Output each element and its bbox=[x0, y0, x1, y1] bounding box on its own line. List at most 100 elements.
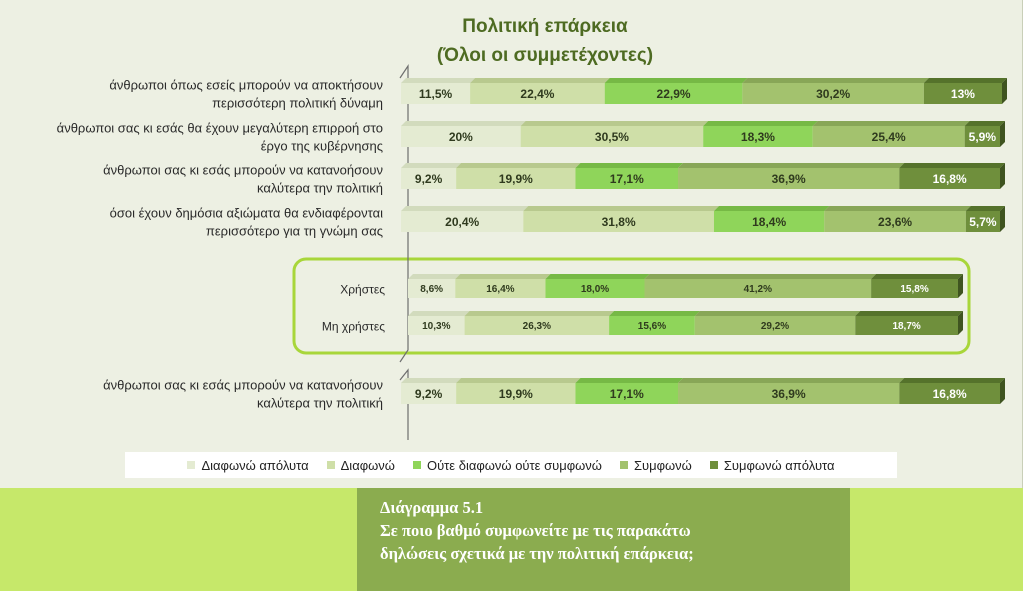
data-label: 41,2% bbox=[744, 284, 772, 295]
bar-segment-top bbox=[523, 206, 719, 211]
legend-label: Συμφωνώ bbox=[633, 457, 692, 473]
bar-segment bbox=[923, 83, 1002, 104]
data-label: 18,0% bbox=[581, 284, 609, 295]
data-label: 15,8% bbox=[900, 284, 928, 295]
bar-segment bbox=[456, 383, 576, 404]
bar-segment bbox=[899, 168, 1000, 189]
highlight-group-frame bbox=[292, 257, 971, 355]
legend-label: Συμφωνώ απόλυτα bbox=[723, 457, 835, 473]
bar-segment-top bbox=[401, 121, 526, 126]
bar-segment-top bbox=[871, 274, 963, 279]
bar-segment-top bbox=[470, 78, 610, 83]
category-label: καλύτερα την πολιτική bbox=[257, 396, 383, 411]
bar-segment bbox=[812, 126, 965, 147]
bar-segment bbox=[401, 168, 457, 189]
bar-segment-top bbox=[408, 274, 461, 279]
legend-swatch bbox=[187, 461, 196, 469]
chart-legend: Διαφωνώ απόλυτα Διαφωνώ Ούτε διαφωνώ ούτ… bbox=[125, 452, 897, 478]
data-label: 8,6% bbox=[420, 284, 443, 295]
category-label: περισσότερο για τη γνώμη σας bbox=[206, 224, 383, 239]
legend-label: Ούτε διαφωνώ ούτε συμφωνώ bbox=[426, 457, 602, 473]
legend-item-agree-completely: Συμφωνώ απόλυτα bbox=[709, 457, 835, 473]
data-label: 5,7% bbox=[969, 215, 997, 229]
legend-item-agree: Συμφωνώ bbox=[619, 457, 692, 473]
bar-segment-top bbox=[899, 378, 1005, 383]
legend-swatch bbox=[619, 461, 628, 469]
legend-item-neutral: Ούτε διαφωνώ ούτε συμφωνώ bbox=[412, 457, 602, 473]
bar-segment-top bbox=[855, 311, 963, 316]
data-label: 22,4% bbox=[520, 87, 554, 101]
bar-segment-top bbox=[456, 163, 581, 168]
category-label: άνθρωποι όπως εσείς μπορούν να αποκτήσου… bbox=[109, 78, 383, 93]
bar-segment bbox=[523, 211, 714, 232]
bar-segment bbox=[575, 383, 679, 404]
bar-segment bbox=[456, 168, 576, 189]
bar-segment bbox=[520, 126, 704, 147]
category-label: περισσότερη πολιτική δύναμη bbox=[212, 96, 383, 111]
data-label: 9,2% bbox=[415, 387, 443, 401]
bar-segment bbox=[464, 316, 610, 335]
bar-segment-top bbox=[964, 121, 1005, 126]
bar-segment bbox=[713, 211, 825, 232]
bar-segment bbox=[964, 126, 1000, 147]
data-label: 16,8% bbox=[933, 387, 967, 401]
legend-swatch bbox=[412, 461, 421, 469]
data-label: 19,9% bbox=[499, 387, 533, 401]
legend-label: Διαφωνώ bbox=[340, 457, 395, 473]
data-label: 30,5% bbox=[595, 130, 629, 144]
bar-segment bbox=[408, 279, 456, 298]
chart-title: Πολιτική επάρκεια bbox=[462, 16, 628, 37]
bar-segment bbox=[604, 83, 743, 104]
legend-label: Διαφωνώ απόλυτα bbox=[201, 457, 309, 473]
bar-segment bbox=[742, 83, 924, 104]
data-label: 5,9% bbox=[969, 130, 997, 144]
bar-segment bbox=[401, 383, 457, 404]
bar-segment-top bbox=[575, 163, 684, 168]
category-label: άνθρωποι σας κι εσάς μπορούν να κατανοήσ… bbox=[103, 163, 383, 178]
data-label: 20% bbox=[449, 130, 473, 144]
bar-end-face bbox=[1000, 378, 1005, 404]
bar-segment-top bbox=[604, 78, 748, 83]
bar-segment bbox=[703, 126, 813, 147]
bar-segment bbox=[401, 126, 521, 147]
data-label: 15,6% bbox=[638, 321, 666, 332]
bar-end-face bbox=[958, 274, 963, 298]
data-label: 13% bbox=[951, 87, 975, 101]
bar-segment-top bbox=[520, 121, 709, 126]
category-axis-lower bbox=[399, 368, 409, 440]
bar-segment-top bbox=[401, 163, 462, 168]
bar-segment-top bbox=[742, 78, 929, 83]
bar-segment-top bbox=[464, 311, 615, 316]
category-label: Χρήστες bbox=[340, 283, 385, 297]
data-label: 10,3% bbox=[422, 321, 450, 332]
bar-segment-top bbox=[401, 378, 462, 383]
data-label: 31,8% bbox=[602, 215, 636, 229]
data-label: 18,3% bbox=[741, 130, 775, 144]
caption-question-line-1: Σε ποιο βαθμό συμφωνείτε με τις παρακάτω bbox=[380, 521, 691, 540]
bar-segment-top bbox=[824, 206, 971, 211]
bar-end-face bbox=[958, 311, 963, 335]
data-label: 26,3% bbox=[523, 321, 551, 332]
bar-segment-top bbox=[609, 311, 700, 316]
bar-segment-top bbox=[899, 163, 1005, 168]
bar-segment bbox=[694, 316, 856, 335]
caption-band: Διάγραμμα 5.1 Σε ποιο βαθμό συμφωνείτε μ… bbox=[0, 488, 1023, 591]
bar-segment bbox=[678, 168, 900, 189]
legend-swatch bbox=[709, 461, 718, 469]
data-label: 16,8% bbox=[933, 172, 967, 186]
bar-segment bbox=[408, 316, 465, 335]
bar-segment bbox=[609, 316, 695, 335]
bar-segment-top bbox=[713, 206, 830, 211]
data-label: 23,6% bbox=[878, 215, 912, 229]
bar-segment-top bbox=[644, 274, 877, 279]
data-label: 25,4% bbox=[872, 130, 906, 144]
bar-segment bbox=[575, 168, 679, 189]
bar-segment bbox=[401, 83, 471, 104]
data-label: 36,9% bbox=[772, 387, 806, 401]
bar-segment bbox=[855, 316, 958, 335]
data-label: 36,9% bbox=[772, 172, 806, 186]
caption-question-line-2: δηλώσεις σχετικά με την πολιτική επάρκει… bbox=[380, 544, 694, 563]
data-label: 17,1% bbox=[610, 387, 644, 401]
bar-segment-top bbox=[965, 206, 1005, 211]
bar-segment-top bbox=[545, 274, 650, 279]
